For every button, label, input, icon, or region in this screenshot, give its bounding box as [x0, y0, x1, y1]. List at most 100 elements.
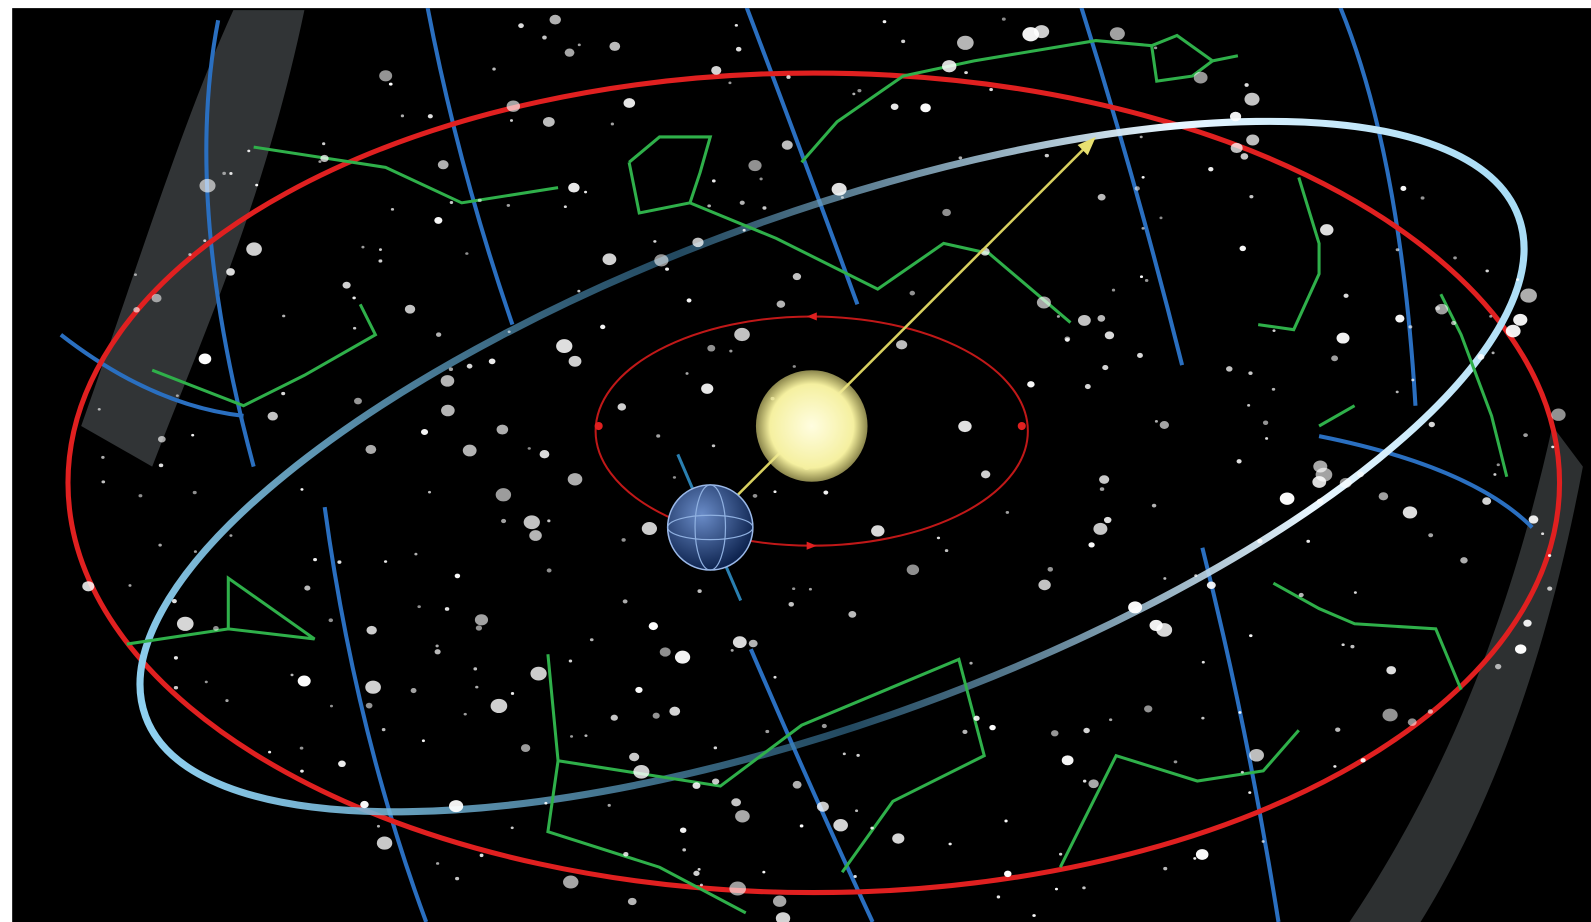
star: [1482, 497, 1492, 505]
star: [133, 307, 140, 313]
star: [1084, 384, 1091, 390]
star: [449, 201, 454, 205]
star: [563, 875, 579, 889]
star: [222, 171, 226, 175]
star: [204, 680, 208, 684]
star: [1159, 421, 1169, 429]
star: [1316, 498, 1324, 505]
milky-way: [81, 10, 305, 467]
star: [477, 198, 482, 203]
star: [682, 848, 687, 852]
star: [479, 853, 484, 858]
star: [490, 698, 508, 714]
star: [1395, 390, 1399, 394]
star: [564, 48, 575, 57]
star: [1038, 579, 1051, 591]
star: [322, 142, 326, 146]
star: [255, 183, 259, 187]
star: [507, 330, 511, 334]
star: [1153, 46, 1158, 50]
star: [1163, 577, 1167, 580]
star: [788, 601, 794, 607]
star: [354, 397, 362, 405]
star: [831, 182, 847, 196]
star: [635, 686, 643, 693]
star: [936, 536, 941, 540]
star: [600, 324, 606, 330]
star: [414, 552, 418, 556]
star: [1226, 366, 1233, 372]
star: [958, 156, 963, 160]
star: [808, 587, 812, 591]
star: [816, 801, 829, 812]
star: [1516, 278, 1520, 281]
star: [627, 897, 637, 906]
star: [786, 75, 791, 79]
earth: [666, 484, 754, 571]
star: [633, 764, 650, 779]
star: [1407, 718, 1417, 726]
star: [546, 568, 552, 573]
star: [176, 616, 194, 631]
star: [539, 450, 550, 459]
star: [568, 182, 580, 193]
star: [1491, 351, 1495, 355]
star: [1156, 623, 1173, 637]
star: [1032, 914, 1036, 917]
star: [173, 656, 178, 660]
star: [1195, 849, 1209, 860]
star: [1137, 352, 1143, 358]
star: [711, 66, 722, 75]
star: [692, 782, 701, 789]
star: [1435, 306, 1441, 311]
star: [697, 589, 702, 593]
star: [577, 43, 581, 47]
star: [506, 203, 511, 207]
star: [792, 365, 796, 368]
star: [674, 650, 691, 664]
star: [192, 490, 197, 495]
star: [648, 622, 659, 631]
star: [1229, 111, 1242, 122]
star: [622, 599, 628, 604]
star: [501, 518, 507, 524]
star: [1513, 313, 1528, 326]
star: [198, 353, 212, 365]
star: [906, 564, 920, 576]
star: [420, 428, 429, 436]
star: [731, 798, 742, 807]
star: [383, 560, 388, 563]
star: [1239, 245, 1247, 252]
star: [781, 140, 793, 150]
star: [1103, 516, 1112, 524]
star: [568, 355, 582, 367]
star: [969, 661, 973, 665]
star: [436, 862, 440, 865]
star: [1159, 216, 1163, 220]
star: [462, 444, 477, 457]
star: [1236, 459, 1242, 464]
star: [353, 326, 357, 330]
star: [735, 810, 750, 823]
star: [338, 760, 346, 768]
star: [225, 699, 229, 702]
star: [1061, 755, 1074, 766]
star: [281, 391, 286, 396]
star: [1054, 887, 1058, 891]
star: [1193, 857, 1197, 860]
star: [388, 82, 393, 86]
star: [602, 253, 617, 266]
star: [623, 852, 629, 857]
star: [495, 488, 512, 502]
star: [304, 585, 311, 591]
star: [652, 712, 660, 719]
star: [518, 23, 524, 29]
star: [1141, 175, 1145, 179]
star: [742, 228, 746, 232]
star: [775, 912, 791, 922]
star: [404, 304, 416, 314]
star: [697, 868, 701, 871]
star: [1495, 663, 1502, 670]
star: [226, 268, 235, 276]
star: [1240, 153, 1249, 160]
